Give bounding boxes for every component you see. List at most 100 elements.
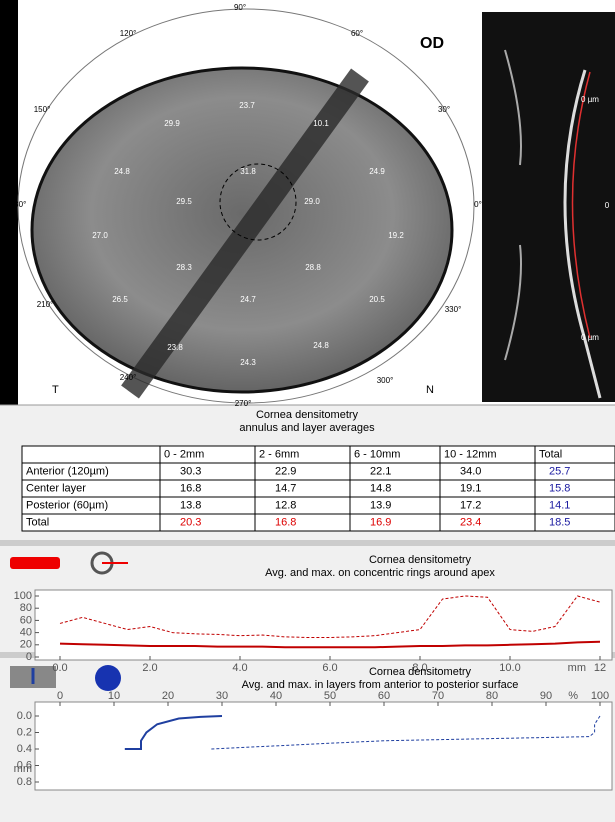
divider: [0, 540, 615, 546]
map-value: 24.8: [313, 341, 329, 350]
x-tick-label: 90: [540, 690, 552, 702]
chart-title: Cornea densitometry: [369, 554, 472, 566]
map-value: 10.1: [313, 119, 329, 128]
x-tick-label: 6.0: [322, 662, 337, 674]
x-tick-label: 10: [108, 690, 120, 702]
map-value: 19.2: [388, 231, 404, 240]
table-cell: 13.8: [180, 499, 201, 511]
table-cell: 34.0: [460, 465, 481, 477]
table-cell: 12.8: [275, 499, 296, 511]
table-cell: 17.2: [460, 499, 481, 511]
map-value: 24.3: [240, 358, 256, 367]
x-tick-label: 4.0: [232, 662, 247, 674]
angle-label: 60°: [351, 29, 363, 38]
angle-label: 240°: [120, 373, 137, 382]
y-tick-label: 0.0: [17, 710, 32, 722]
depth-label: 0: [605, 201, 610, 210]
depth-label: 0 µm: [581, 333, 599, 342]
y-unit: mm: [14, 763, 32, 775]
angle-label: 180°: [10, 200, 27, 209]
x-tick-label: 50: [324, 690, 336, 702]
x-tick-label: 80: [486, 690, 498, 702]
table-cell: 19.1: [460, 482, 481, 494]
y-tick-label: 0.4: [17, 743, 32, 755]
row-label: Posterior (60µm): [26, 499, 108, 511]
disc-icon: [95, 665, 121, 691]
table-cell: 14.7: [275, 482, 296, 494]
eye-label: OD: [420, 35, 444, 52]
column-header: 2 - 6mm: [259, 448, 299, 460]
angle-label: 270°: [235, 399, 252, 408]
row-label: Total: [26, 516, 49, 528]
y-tick-label: 0.8: [17, 776, 32, 788]
map-value: 28.8: [305, 263, 321, 272]
angle-label: 0°: [474, 200, 482, 209]
map-value: 27.0: [92, 231, 108, 240]
table-title: Cornea densitometry: [256, 409, 359, 421]
y-tick-label: 80: [20, 602, 32, 614]
map-value: 26.5: [112, 295, 128, 304]
table-cell: 18.5: [549, 516, 570, 528]
y-tick-label: 60: [20, 614, 32, 626]
table-cell: 15.8: [549, 482, 570, 494]
column-header: Total: [539, 448, 562, 460]
x-tick-label: 20: [162, 690, 174, 702]
nasal-label: N: [426, 384, 434, 396]
table-cell: 16.8: [180, 482, 201, 494]
angle-label: 330°: [445, 305, 462, 314]
map-value: 20.5: [369, 295, 385, 304]
table-cell: 20.3: [180, 516, 201, 528]
page: 90°60°30°0°330°300°270°240°210°180°150°1…: [0, 0, 615, 822]
row-label: Anterior (120µm): [26, 465, 109, 477]
table-subtitle: annulus and layer averages: [239, 422, 375, 434]
angle-label: 120°: [120, 29, 137, 38]
angle-label: 90°: [234, 3, 246, 12]
x-tick-label: 70: [432, 690, 444, 702]
column-header: 10 - 12mm: [444, 448, 497, 460]
column-header: 0 - 2mm: [164, 448, 204, 460]
table-cell: 16.8: [275, 516, 296, 528]
plot-area: [35, 702, 612, 790]
table-cell: 22.9: [275, 465, 296, 477]
table-cell: 30.3: [180, 465, 201, 477]
x-tick-label: 40: [270, 690, 282, 702]
x-tick-label: 10.0: [499, 662, 520, 674]
depth-label: 0 µm: [581, 95, 599, 104]
y-tick-label: 40: [20, 627, 32, 639]
map-value: 24.8: [114, 167, 130, 176]
x-unit: mm: [568, 662, 586, 674]
x-tick-label: 0: [57, 690, 63, 702]
column-header: 6 - 10mm: [354, 448, 400, 460]
x-tick-label: 0.0: [52, 662, 67, 674]
map-value: 28.3: [176, 263, 192, 272]
table-cell: 13.9: [370, 499, 391, 511]
map-value: 29.9: [164, 119, 180, 128]
ring-icon: [10, 557, 60, 569]
table-cell: 14.8: [370, 482, 391, 494]
x-tick-label: 60: [378, 690, 390, 702]
scheimpflug-image: [482, 12, 615, 402]
angle-label: 30°: [438, 105, 450, 114]
screen: 90°60°30°0°330°300°270°240°210°180°150°1…: [0, 0, 615, 822]
x-tick-label: 30: [216, 690, 228, 702]
plot-area: [35, 590, 612, 660]
x-unit: %: [568, 690, 578, 702]
map-value: 29.5: [176, 197, 192, 206]
table-cell: 25.7: [549, 465, 570, 477]
x-tick-label: 12: [594, 662, 606, 674]
map-value: 29.0: [304, 197, 320, 206]
map-value: 23.7: [239, 101, 255, 110]
temporal-label: T: [52, 384, 59, 396]
table-cell: 23.4: [460, 516, 481, 528]
y-tick-label: 100: [14, 590, 32, 602]
y-tick-label: 0: [26, 651, 32, 663]
chart-subtitle: Avg. and max. on concentric rings around…: [265, 567, 495, 579]
map-value: 23.8: [167, 343, 183, 352]
angle-label: 150°: [34, 105, 51, 114]
map-value: 24.7: [240, 295, 256, 304]
table-cell: 14.1: [549, 499, 570, 511]
angle-label: 300°: [377, 376, 394, 385]
map-value: 31.8: [240, 167, 256, 176]
x-tick-label: 2.0: [142, 662, 157, 674]
y-tick-label: 20: [20, 639, 32, 651]
